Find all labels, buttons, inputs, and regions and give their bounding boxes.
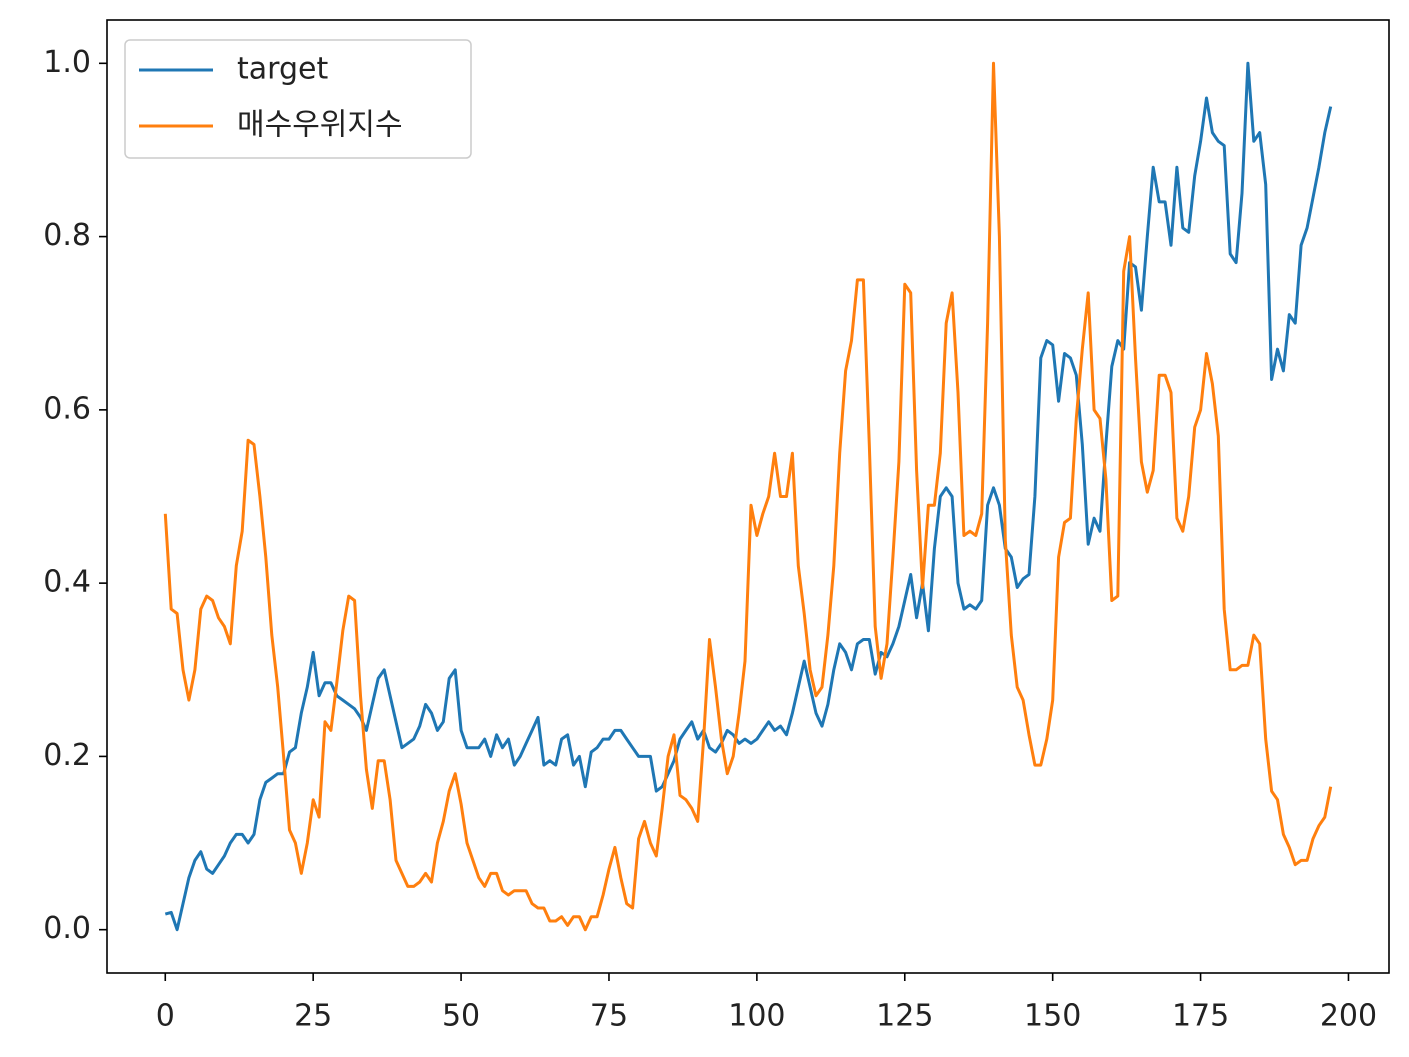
y-tick-label: 1.0 bbox=[43, 45, 91, 80]
x-tick-label: 200 bbox=[1320, 999, 1377, 1034]
y-tick-label: 0.2 bbox=[43, 738, 91, 773]
legend: target 매수우위지수 bbox=[124, 39, 472, 159]
plot-frame bbox=[106, 19, 1390, 974]
series-line bbox=[163, 61, 1333, 932]
x-tick-label: 175 bbox=[1172, 999, 1229, 1034]
legend-label: target bbox=[237, 52, 328, 87]
y-tick-label: 0.8 bbox=[43, 218, 91, 253]
legend-label: 매수우위지수 bbox=[237, 108, 403, 143]
y-tick-label: 0.6 bbox=[43, 391, 91, 426]
x-tick-label: 50 bbox=[442, 999, 480, 1034]
x-tick-label: 25 bbox=[294, 999, 332, 1034]
x-tick-label: 100 bbox=[728, 999, 785, 1034]
y-tick-label: 0.4 bbox=[43, 565, 91, 600]
x-tick-label: 125 bbox=[876, 999, 933, 1034]
series-line bbox=[164, 61, 1333, 932]
y-tick-label: 0.0 bbox=[43, 911, 91, 946]
x-tick-label: 150 bbox=[1024, 999, 1081, 1034]
x-tick-label: 75 bbox=[590, 999, 628, 1034]
x-tick-label: 0 bbox=[156, 999, 175, 1034]
